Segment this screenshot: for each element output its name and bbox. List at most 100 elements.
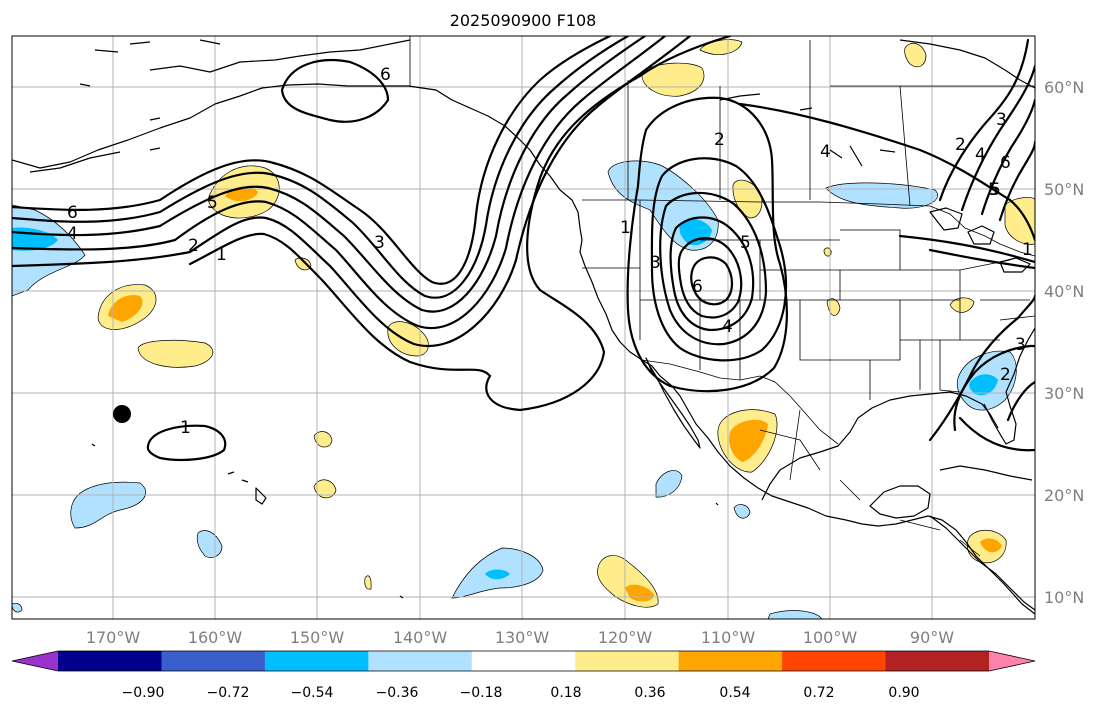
colorbar-label: 0.36 [634, 685, 665, 701]
contour-layer [12, 36, 1035, 462]
colorbar: −0.90 −0.72 −0.54 −0.36 −0.18 0.18 0.36 … [11, 650, 1036, 701]
political-borders [409, 36, 1035, 557]
colorbar-label: −0.72 [207, 685, 250, 701]
positive-anomaly-region [823, 247, 832, 257]
contour-line [188, 36, 732, 412]
positive-anomaly-region [313, 479, 337, 499]
lon-label: 140°W [393, 628, 448, 647]
latitude-labels: 60°N 50°N 40°N 30°N 20°N 10°N [1044, 78, 1084, 607]
colorbar-label: −0.90 [122, 685, 165, 701]
coastlines [12, 39, 1035, 615]
colorbar-segment [575, 651, 680, 671]
us-mexico-border [641, 359, 839, 445]
colorbar-segment [161, 651, 266, 671]
contour-label: 2 [714, 130, 725, 150]
colorbar-label: −0.36 [376, 685, 419, 701]
contour-line [146, 424, 227, 462]
colorbar-segments [12, 651, 1035, 671]
contour-label-layer: 6 4 2 1 5 3 1 6 5 4 3 2 1 4 5 6 3 2 1 6 [67, 65, 1033, 438]
lat-label: 60°N [1044, 78, 1084, 97]
yucatan [869, 485, 931, 519]
colorbar-labels: −0.90 −0.72 −0.54 −0.36 −0.18 0.18 0.36 … [122, 685, 920, 701]
canada-west-coast [559, 189, 1035, 615]
small-islands [91, 443, 719, 599]
positive-anomaly-region [1004, 197, 1035, 245]
contour-line [960, 64, 1035, 212]
negative-anomaly-region [70, 481, 146, 529]
contour-line [938, 38, 1030, 202]
lon-label: 110°W [701, 628, 756, 647]
contour-label: 5 [990, 180, 1001, 200]
east-coast [1005, 327, 1035, 393]
lat-label: 20°N [1044, 486, 1084, 505]
positive-anomaly-region [641, 62, 705, 97]
map-panel: 6 4 2 1 5 3 1 6 5 4 3 2 1 4 5 6 3 2 1 6 [11, 35, 1036, 620]
contour-line [980, 98, 1035, 216]
colorbar-extend-low [12, 651, 58, 671]
contour-label: 6 [380, 65, 391, 85]
contour-line [280, 59, 390, 123]
hawaii-islands [227, 471, 267, 505]
lat-label: 10°N [1044, 588, 1084, 607]
cuba [939, 465, 1033, 481]
contour-label: 2 [955, 135, 966, 155]
contour-label: 6 [692, 277, 703, 297]
lon-label: 90°W [910, 628, 954, 647]
lon-label: 100°W [803, 628, 858, 647]
gulf-mexico-coast [761, 391, 999, 501]
colorbar-extend-high [989, 651, 1035, 671]
negative-anomaly-region [655, 470, 683, 498]
contour-label: 1 [1022, 240, 1033, 260]
colorbar-label: 0.90 [888, 685, 919, 701]
contour-line [659, 191, 768, 346]
alaska-canada-border [409, 36, 471, 109]
colorbar-segment [471, 651, 576, 671]
hudson-area [899, 39, 1035, 89]
lon-label: 130°W [495, 628, 550, 647]
negative-anomaly-region [767, 610, 823, 619]
lon-label: 120°W [598, 628, 653, 647]
contour-label: 1 [216, 245, 227, 265]
contour-line [12, 36, 630, 299]
contour-line [738, 102, 1035, 242]
mexico-states [759, 409, 981, 557]
colorbar-segment [782, 651, 887, 671]
alaska-coast [12, 83, 561, 191]
colorbar-label: −0.54 [291, 685, 334, 701]
negative-anomaly-core [969, 374, 998, 396]
contour-label: 4 [67, 224, 78, 244]
lat-label: 30°N [1044, 384, 1084, 403]
aleutian-chain [29, 147, 161, 173]
negative-anomaly-region [196, 530, 223, 558]
contour-label: 1 [620, 218, 631, 238]
positive-anomaly-region [364, 575, 372, 590]
contour-label: 4 [820, 142, 831, 162]
colorbar-segment [368, 651, 473, 671]
contour-label: 3 [996, 110, 1007, 130]
graticule [12, 36, 1035, 619]
positive-anomaly-core [729, 419, 768, 462]
contour-label: 6 [67, 203, 78, 223]
contour-line [998, 140, 1035, 222]
contour-label: 2 [188, 236, 199, 256]
map-title: 2025090900 F108 [450, 11, 597, 30]
negative-anomaly-region [733, 504, 751, 519]
colorbar-label: −0.18 [460, 685, 503, 701]
contour-line [12, 36, 647, 313]
contour-label: 6 [1000, 153, 1011, 173]
contour-label: 4 [722, 317, 733, 337]
anomaly-fill-layer [12, 39, 1035, 619]
colorbar-segment [264, 651, 369, 671]
colorbar-label: 0.72 [803, 685, 834, 701]
canada-provinces [627, 40, 1035, 207]
lat-label: 40°N [1044, 282, 1084, 301]
contour-line [928, 248, 1035, 270]
contour-label: 3 [1015, 335, 1026, 355]
contour-line [958, 416, 1035, 452]
positive-anomaly-region [313, 431, 333, 448]
contour-label: 5 [740, 233, 751, 253]
contour-line [928, 294, 1035, 442]
contour-line [626, 96, 788, 393]
central-america [929, 515, 1035, 611]
